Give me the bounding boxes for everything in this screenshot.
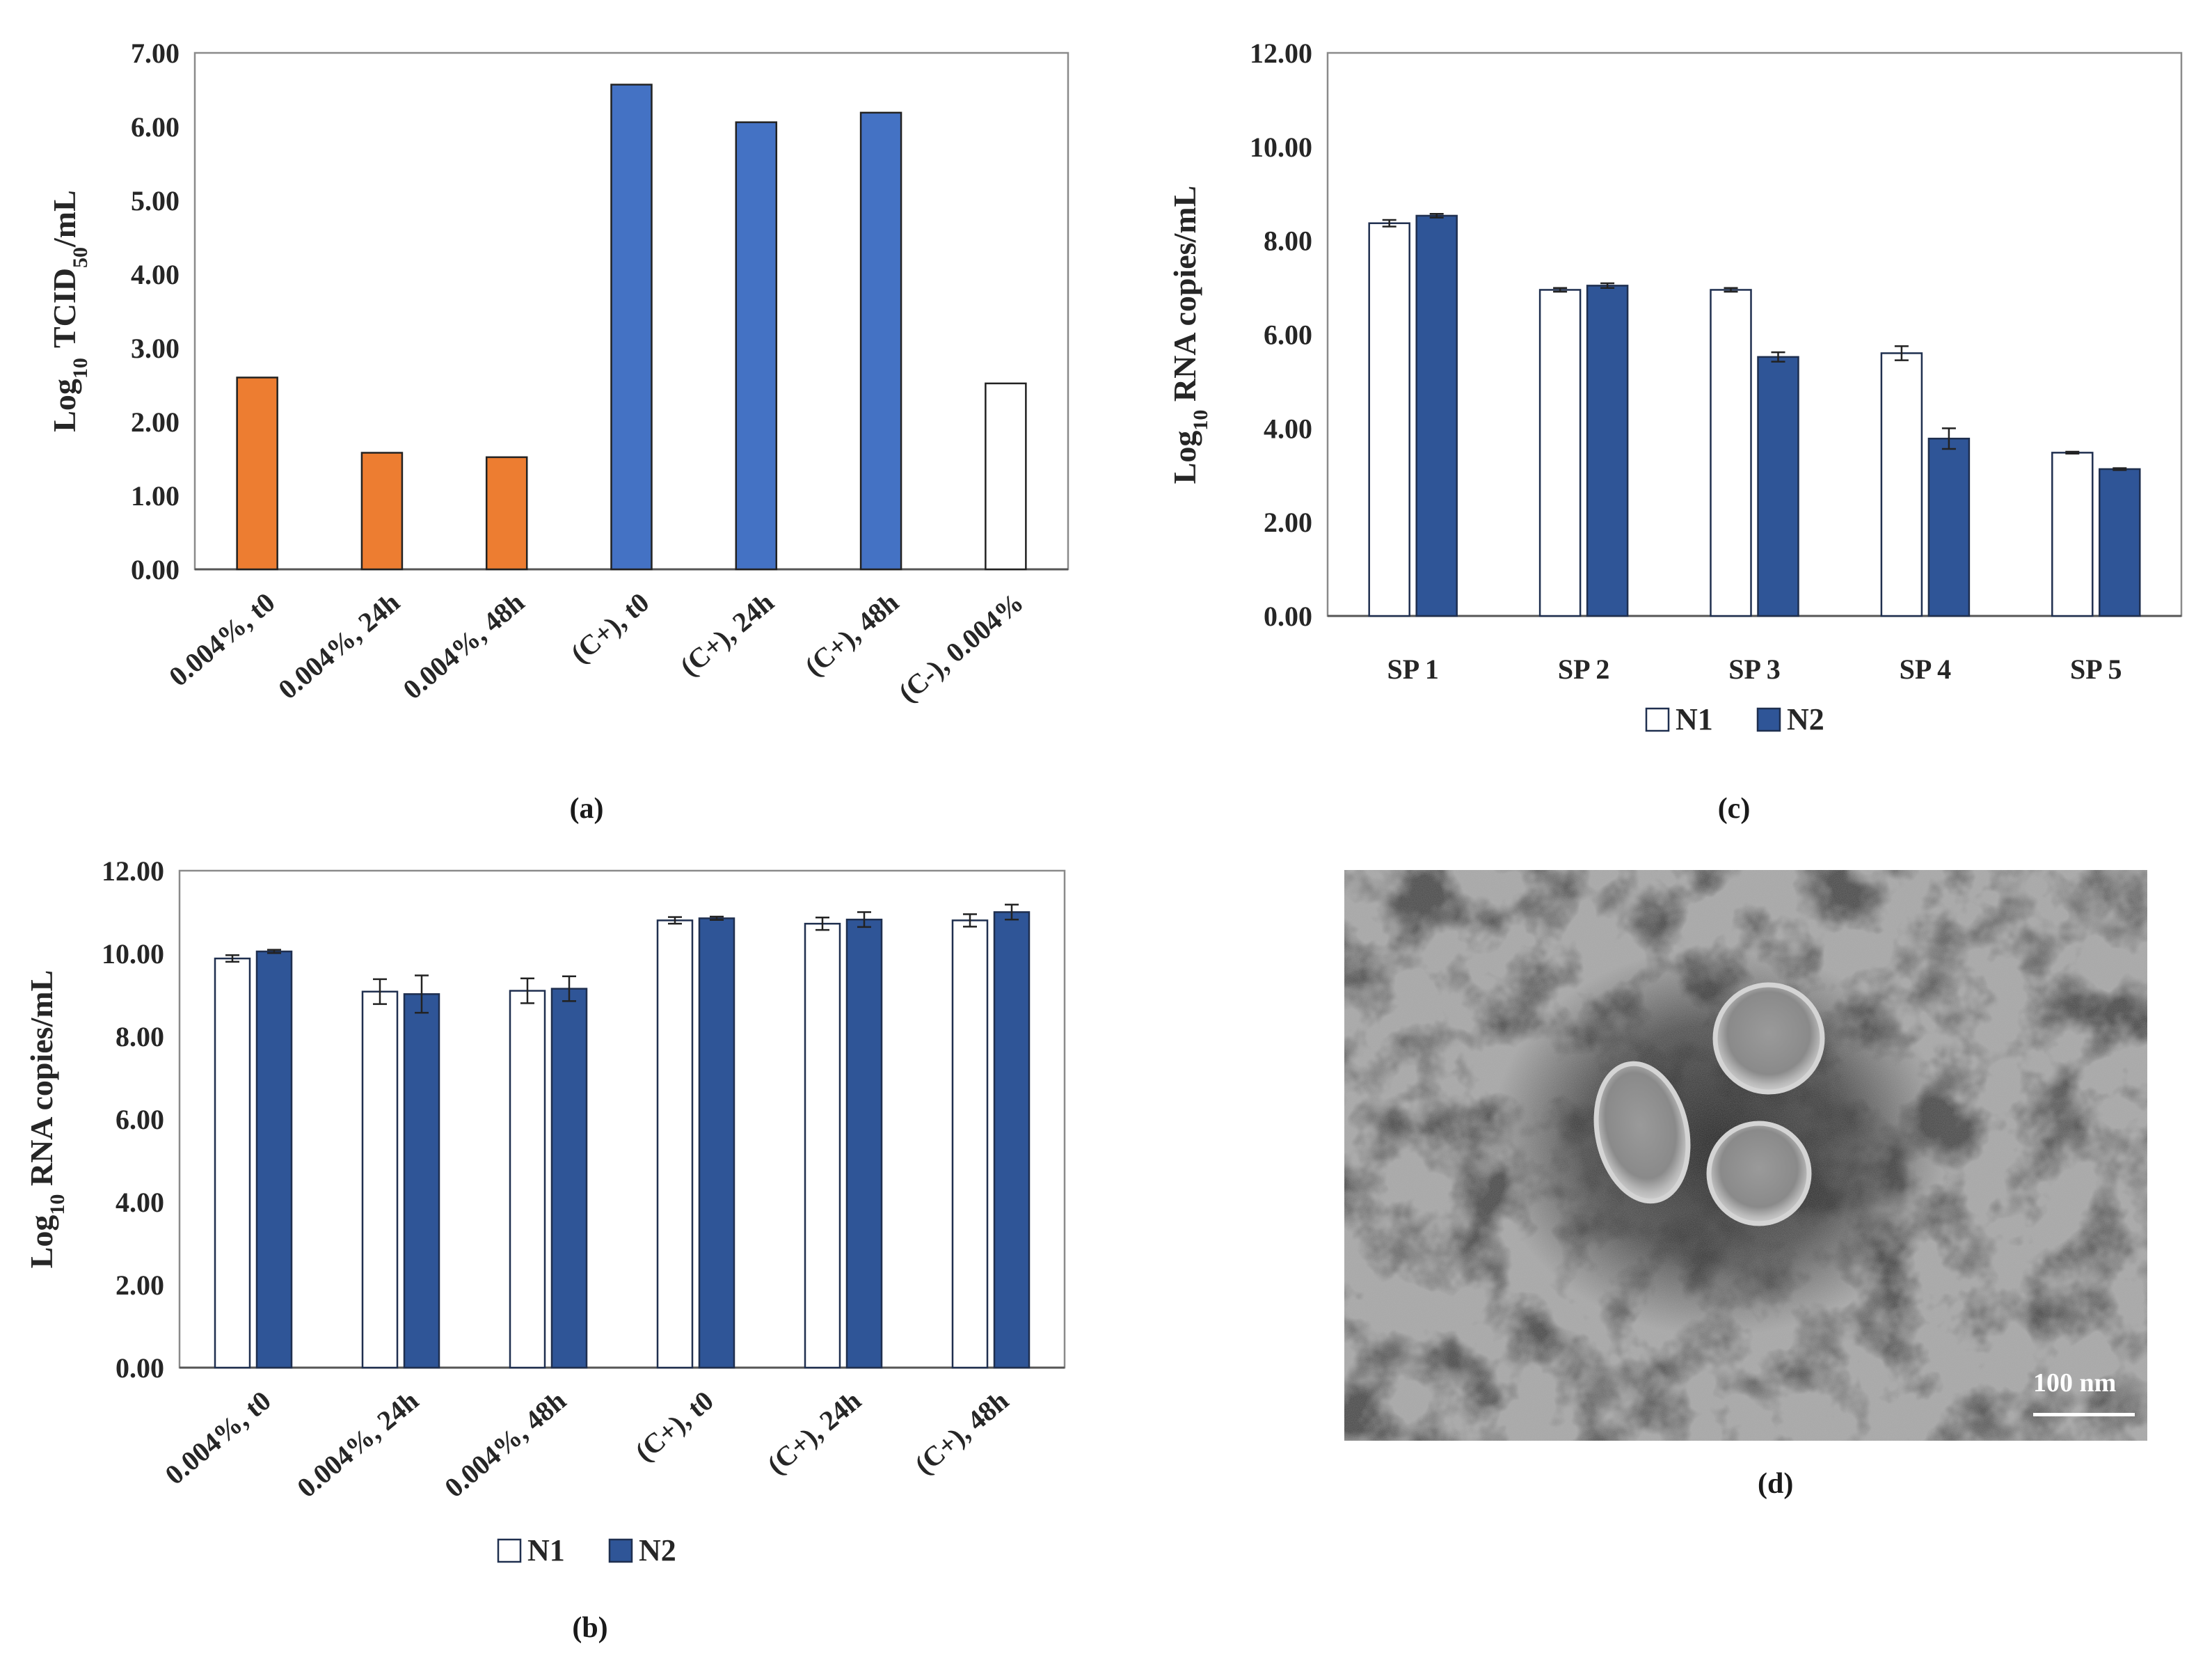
x-category-label: (C+), t0: [565, 586, 655, 669]
x-category-label: 0.004%, 24h: [272, 586, 406, 705]
legend-label-n2: N2: [639, 1533, 676, 1567]
y-tick-label: 10.00: [102, 938, 164, 970]
y-tick-label: 4.00: [116, 1187, 164, 1218]
x-category-label: 0.004%, t0: [163, 586, 280, 692]
virion-particle: [1712, 982, 1825, 1095]
bar-n1: [361, 990, 399, 1369]
bar-n2: [1415, 214, 1458, 617]
y-tick-label: 5.00: [131, 185, 180, 216]
bar: [236, 377, 278, 571]
legend-label-n1: N1: [1676, 702, 1713, 736]
y-tick-label: 0.00: [131, 554, 180, 585]
chart-b-rna-timepoints: 0.00 2.00 4.00 6.00 8.00 10.00 12.00 Log10 RNA …: [24, 855, 1066, 1644]
caption-b: (b): [572, 1612, 607, 1644]
y-tick-label: 2.00: [1264, 507, 1312, 538]
y-tick-label: 4.00: [1264, 413, 1312, 444]
legend-swatch-n2: [608, 1538, 633, 1563]
scale-bar: [2033, 1413, 2135, 1416]
legend-label-n2: N2: [1787, 702, 1824, 736]
x-category-label: SP 2: [1558, 654, 1609, 685]
x-category-label: (C+), 24h: [674, 586, 780, 682]
bar-n2: [550, 988, 588, 1369]
bar-n2: [403, 993, 440, 1369]
bar: [985, 382, 1027, 571]
bar-n1: [951, 919, 989, 1369]
bar-n1: [1880, 352, 1923, 617]
y-axis-label: Log10TCID50/mL: [47, 190, 92, 432]
y-tick-label: 10.00: [1250, 132, 1312, 163]
y-tick-label: 8.00: [116, 1021, 164, 1052]
bar-n1: [1368, 222, 1410, 617]
x-category-label: 0.004%, 48h: [397, 586, 530, 705]
y-tick-label: 3.00: [131, 333, 180, 364]
chart-a-tcid50: 0.00 1.00 2.00 3.00 4.00 5.00 6.00 7.00 Log10TCI…: [47, 38, 1069, 825]
tem-micrograph: [1344, 870, 2147, 1441]
y-tick-label: 2.00: [116, 1269, 164, 1301]
x-category-label: SP 1: [1387, 654, 1438, 685]
x-category-label: 0.004%, 48h: [438, 1384, 572, 1503]
bar-n2: [1757, 356, 1799, 617]
x-category-label: SP 3: [1728, 654, 1780, 685]
bar-n1: [509, 990, 546, 1369]
virion-particle: [1706, 1121, 1812, 1226]
x-category-label: (C+), t0: [629, 1384, 719, 1467]
bar-n1: [1710, 289, 1752, 617]
chart-c-rna-sampling-points: 0.00 2.00 4.00 6.00 8.00 10.00 12.00 Log10 RNA …: [1167, 38, 2183, 825]
y-tick-label: 7.00: [131, 38, 180, 69]
bar-n2: [1586, 285, 1629, 617]
caption-a: (a): [570, 793, 604, 825]
bar-n2: [255, 950, 293, 1369]
y-tick-label: 12.00: [102, 855, 164, 887]
bar-n2: [698, 917, 735, 1369]
y-tick-label: 6.00: [1264, 319, 1312, 351]
bar: [610, 84, 653, 571]
virion-particle: [1593, 1061, 1691, 1204]
x-category-label: (C+), 48h: [909, 1384, 1015, 1480]
x-category-label: (C+), 24h: [761, 1384, 867, 1480]
legend-swatch-n1: [1645, 707, 1670, 732]
plot-frame: [178, 869, 1066, 1369]
scale-bar-label: 100 nm: [2033, 1368, 2117, 1398]
y-tick-label: 1.00: [131, 480, 180, 512]
bar-n1: [1538, 289, 1582, 617]
x-category-label: 0.004%, t0: [159, 1384, 276, 1490]
y-axis-label: Log10 RNA copies/mL: [1167, 186, 1212, 484]
legend-swatch-n2: [1756, 707, 1781, 732]
bar-n2: [2099, 468, 2141, 617]
caption-d: (d): [1758, 1468, 1794, 1500]
y-tick-label: 12.00: [1250, 38, 1312, 69]
bar-n2: [845, 918, 883, 1369]
y-tick-label: 6.00: [116, 1104, 164, 1135]
y-tick-label: 0.00: [1264, 601, 1312, 632]
bar-n2: [1927, 437, 1971, 617]
bar: [859, 111, 902, 571]
x-category-label: SP 4: [1900, 654, 1951, 685]
bar: [360, 452, 404, 571]
bar-n2: [993, 911, 1031, 1369]
y-tick-label: 0.00: [116, 1352, 164, 1384]
bar: [735, 121, 778, 571]
legend-swatch-n1: [497, 1538, 522, 1563]
y-tick-label: 6.00: [131, 111, 180, 143]
bar-n1: [2051, 452, 2094, 617]
y-tick-label: 4.00: [131, 259, 180, 290]
bar-n1: [804, 922, 841, 1369]
y-axis-label: Log10 RNA copies/mL: [24, 970, 69, 1269]
x-category-label: (C-), 0.004%: [893, 586, 1030, 708]
y-tick-label: 2.00: [131, 406, 180, 438]
x-category-label: SP 5: [2070, 654, 2122, 685]
bar-n1: [214, 957, 251, 1369]
caption-c: (c): [1718, 793, 1751, 825]
x-category-label: 0.004%, 24h: [291, 1384, 424, 1503]
y-tick-label: 8.00: [1264, 226, 1312, 257]
bar-n1: [656, 919, 694, 1369]
x-category-label: (C+), 48h: [799, 586, 905, 682]
legend-label-n1: N1: [527, 1533, 565, 1567]
bar: [485, 456, 528, 571]
